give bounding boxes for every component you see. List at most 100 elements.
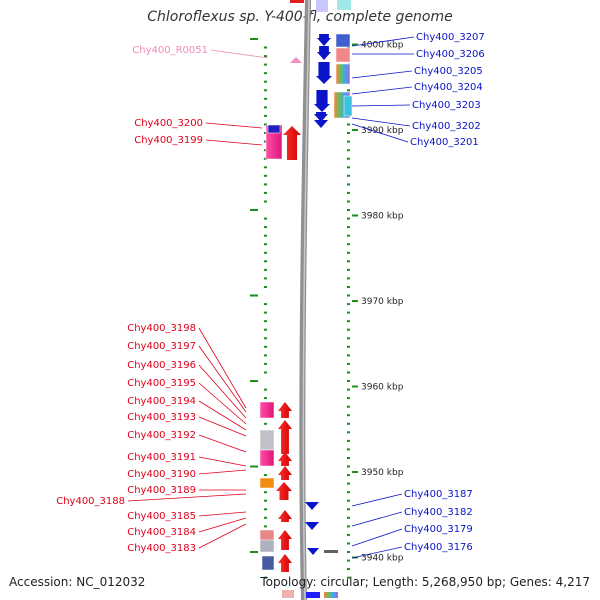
- left-tick: [264, 166, 267, 169]
- right-tick: [347, 508, 350, 511]
- right-tick: [347, 439, 350, 442]
- right-tick: [347, 542, 350, 545]
- right-tick: [347, 362, 350, 365]
- leader-line: [205, 122, 263, 129]
- left-arrow-3185: [278, 510, 292, 522]
- left-tick: [264, 320, 267, 323]
- right-arrow-3205: [316, 62, 332, 84]
- label-leader-lines: [127, 36, 415, 559]
- leader-line: [198, 345, 247, 413]
- right-tick: [347, 457, 350, 459]
- right-tick: [347, 174, 350, 177]
- right-tick: [347, 448, 350, 451]
- left-tick: [264, 362, 267, 365]
- gene-block-top: [316, 0, 328, 12]
- left-arrow-3192: [278, 420, 292, 454]
- right-tick: [347, 405, 350, 408]
- right-tick: [347, 89, 350, 92]
- left-tick: [250, 294, 258, 297]
- leader-line: [351, 511, 403, 527]
- scale-label: 3970 kbp: [361, 297, 404, 307]
- left-tick: [264, 516, 267, 519]
- left-tick: [264, 337, 267, 340]
- scale-label: 4000 kbp: [361, 41, 404, 51]
- right-tick: [347, 388, 350, 391]
- gene-label-right: Chy400_3176: [404, 542, 473, 553]
- topology-text: Topology: circular; Length: 5,268,950 bp…: [260, 575, 590, 589]
- gene-label-left: Chy400_3195: [127, 378, 196, 389]
- gene-label-right: Chy400_3206: [416, 49, 485, 60]
- right-tick: [347, 286, 350, 288]
- leader-line: [198, 382, 247, 425]
- right-arrow-3207: [317, 34, 331, 46]
- left-tick: [264, 217, 267, 220]
- left-tick: [250, 209, 258, 211]
- left-tick: [264, 243, 267, 246]
- left-box-bottom2: [282, 590, 294, 598]
- leader-line: [198, 511, 247, 517]
- right-tick: [347, 191, 350, 194]
- right-tick: [347, 260, 350, 263]
- left-arrow-3184: [278, 530, 292, 550]
- accession-text: Accession: NC_012032: [9, 575, 146, 589]
- scale-tick: [352, 43, 358, 46]
- left-box-3183: [259, 539, 275, 553]
- scale-label: 3980 kbp: [361, 212, 404, 222]
- left-tick: [264, 191, 267, 194]
- gene-label-left: Chy400_3196: [127, 360, 196, 371]
- right-tick: [347, 328, 350, 331]
- right-tick: [347, 474, 350, 477]
- left-tick: [264, 303, 267, 306]
- right-arrow-3204: [314, 90, 330, 112]
- left-tick: [264, 422, 267, 425]
- left-box-3192: [259, 429, 275, 451]
- scale-label: 3940 kbp: [361, 554, 404, 564]
- left-tick: [264, 106, 267, 109]
- leader-line: [127, 493, 247, 502]
- left-tick: [250, 380, 258, 382]
- right-tick: [347, 251, 350, 254]
- right-box-3206: [335, 47, 351, 63]
- gene-label-left: Chy400_3198: [127, 323, 196, 334]
- gene-label-left: Chy400_3184: [127, 527, 196, 538]
- leader-line: [351, 70, 413, 79]
- leader-line: [351, 493, 403, 507]
- gene-label-right: Chy400_3205: [414, 66, 483, 77]
- right-tick: [347, 320, 350, 323]
- right-tick: [347, 123, 350, 126]
- left-tick: [264, 234, 267, 237]
- left-tick: [264, 80, 267, 83]
- left-arrow-3199: [283, 126, 301, 160]
- scale-label: 3990 kbp: [361, 126, 404, 136]
- gene-label-left: Chy400_3200: [134, 118, 203, 129]
- gene-label-left: Chy400_3192: [127, 430, 196, 441]
- left-tick: [264, 576, 267, 579]
- left-tick: [264, 63, 267, 66]
- gene-label-right: Chy400_3182: [404, 507, 473, 518]
- right-box-3207: [335, 33, 351, 48]
- left-tick: [264, 371, 267, 374]
- left-tick: [264, 328, 267, 331]
- leader-line: [198, 416, 247, 437]
- right-arrow-bottom: [306, 592, 320, 598]
- gene-block-top: [290, 0, 304, 3]
- gene-label-left: Chy400_3199: [134, 135, 203, 146]
- leader-line: [198, 327, 247, 409]
- scale-tick: [352, 214, 358, 217]
- left-tick: [264, 46, 267, 49]
- leader-line: [351, 86, 413, 95]
- scale-tick: [352, 471, 358, 473]
- leader-line: [351, 528, 403, 547]
- left-tick: [264, 226, 267, 229]
- left-tick: [264, 277, 267, 280]
- left-tick: [264, 260, 267, 263]
- right-tick: [347, 132, 350, 134]
- left-tick: [264, 123, 267, 126]
- leader-line: [198, 456, 247, 467]
- right-tick: [347, 465, 350, 468]
- gene-features: [259, 0, 353, 598]
- right-tick: [347, 46, 350, 49]
- right-tick: [347, 533, 350, 536]
- leader-line: [351, 104, 411, 107]
